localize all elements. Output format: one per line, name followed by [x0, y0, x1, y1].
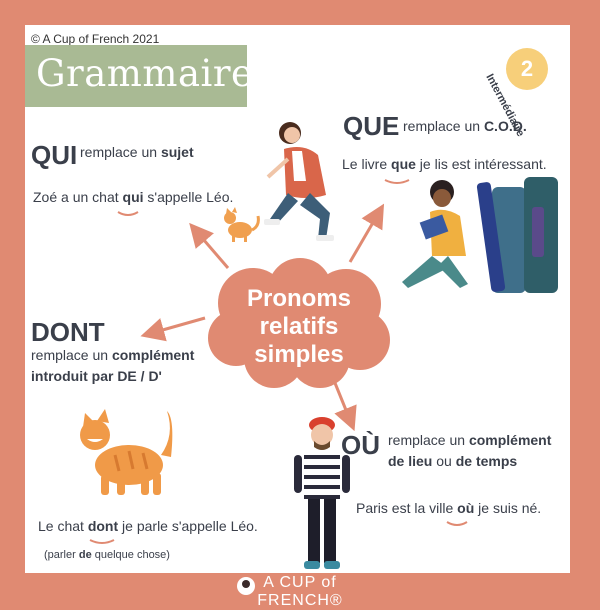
banner-title: Grammaire: [36, 52, 254, 95]
category-banner: [25, 45, 247, 107]
logo-icon: [237, 577, 255, 595]
dont-note: (parler de quelque chose): [44, 549, 170, 561]
center-cloud: [208, 258, 390, 388]
qui-description: remplace un sujet: [80, 144, 194, 160]
que-title: QUE: [343, 111, 400, 141]
reader-illustration: [402, 177, 558, 293]
dont-description: remplace un complément introduit par DE /…: [31, 347, 195, 384]
ou-example: Paris est la ville où je suis né.: [356, 500, 542, 516]
dont-example: Le chat dont je parle s'appelle Léo.: [38, 518, 258, 534]
level-badge: 2: [506, 48, 548, 90]
arrow-to-que: [348, 203, 385, 263]
woman-illustration: [264, 122, 334, 241]
small-cat-icon: [224, 207, 260, 242]
arrow-to-qui: [189, 222, 230, 269]
que-example: Le livre que je lis est intéressant.: [342, 156, 547, 172]
arrow-to-ou: [333, 382, 357, 432]
qui-example: Zoé a un chat qui s'appelle Léo.: [33, 189, 234, 205]
cat-illustration: [80, 409, 173, 495]
ou-description: remplace un complément de lieu ou de temp…: [388, 432, 552, 469]
que-description: remplace un C.O.D.: [403, 118, 527, 134]
footer-brand: A CUP of FRENCH®: [257, 574, 343, 609]
center-title: Pronoms relatifs simples: [246, 285, 351, 368]
arrow-to-dont: [140, 316, 206, 342]
ou-title: OÙ: [341, 430, 380, 460]
dont-title: DONT: [31, 317, 105, 347]
copyright-text: © A Cup of French 2021: [31, 32, 160, 46]
qui-title: QUI: [31, 140, 78, 170]
man-illustration: [294, 417, 350, 569]
